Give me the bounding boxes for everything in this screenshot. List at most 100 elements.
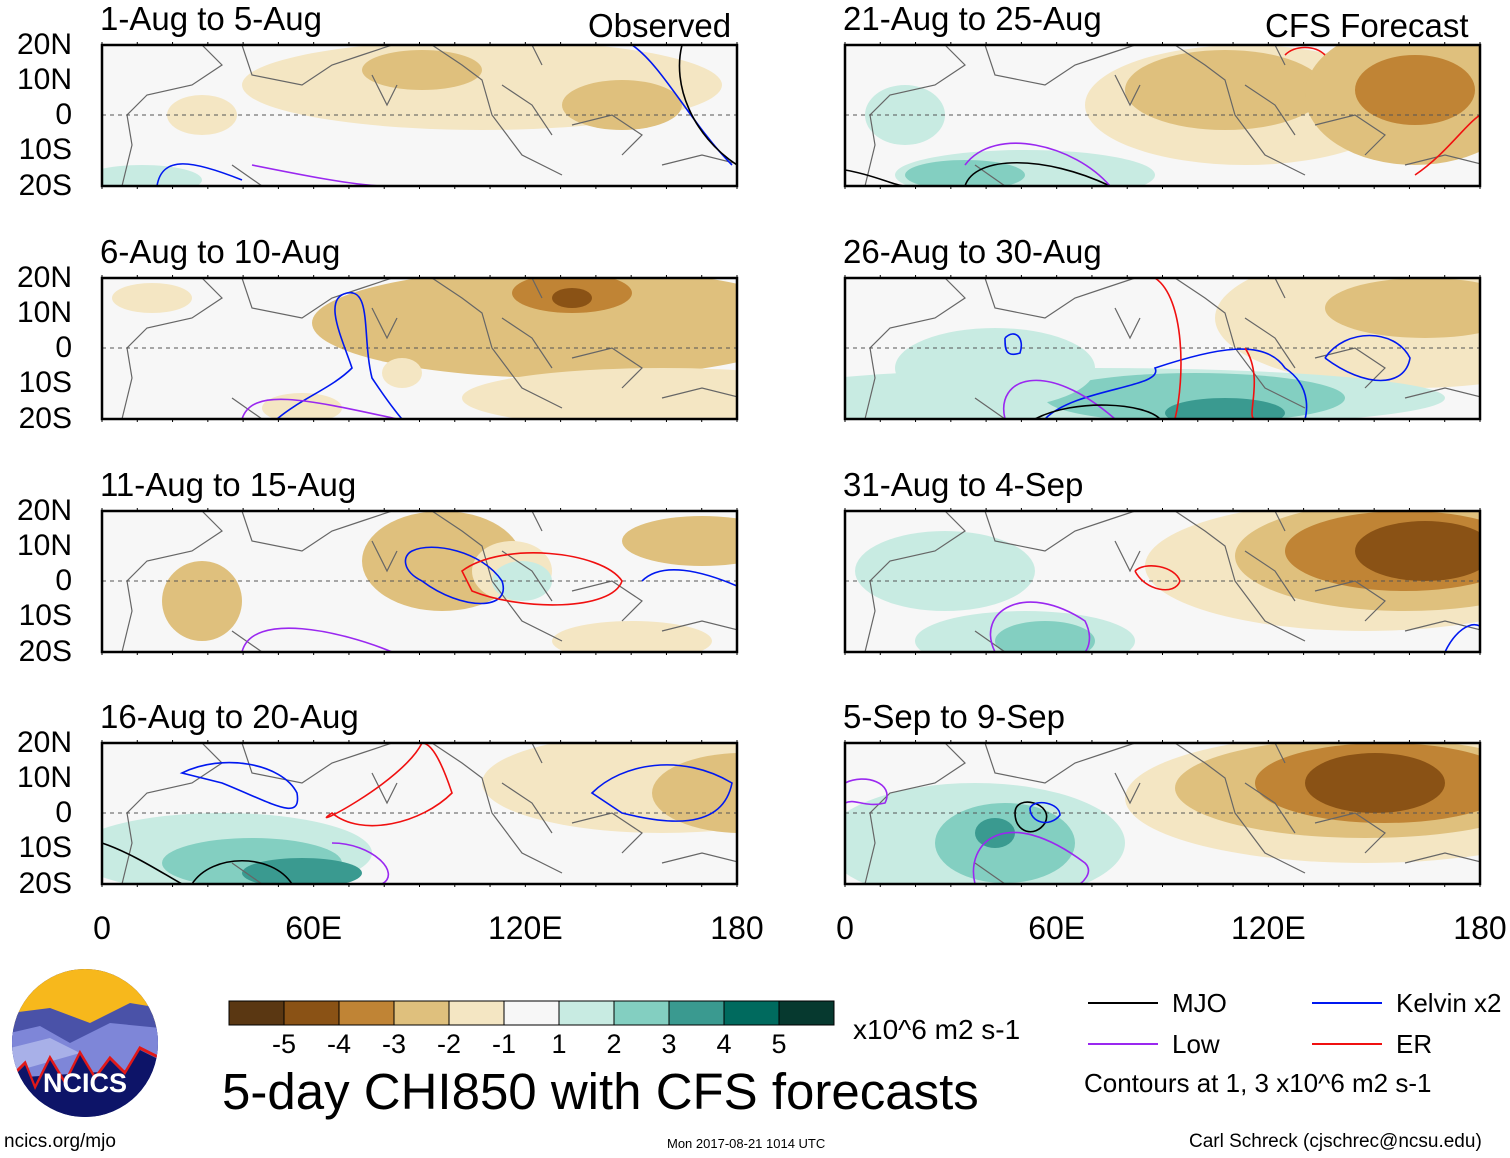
colorbar-tick-label: -1 [491, 1029, 517, 1059]
forecast-label: CFS Forecast [1265, 7, 1469, 44]
coastline [864, 743, 1480, 884]
panel-title: 31-Aug to 4-Sep [843, 466, 1084, 503]
chi850-anomaly-region [855, 531, 1035, 611]
wave-contour [191, 859, 293, 884]
map-panel-4 [100, 740, 739, 887]
colorbar-units: x10^6 m2 s-1 [853, 1014, 1021, 1045]
coastline [864, 278, 1480, 419]
footer-credit: Carl Schreck (cjschrec@ncsu.edu) [1189, 1131, 1482, 1152]
figure-title: 5-day CHI850 with CFS forecasts [222, 1063, 979, 1120]
chi850-anomaly-region [1125, 50, 1325, 130]
colorbar-tick-label: -3 [381, 1029, 407, 1059]
chi850-anomaly-region [382, 358, 422, 388]
wave-contour [1004, 333, 1023, 356]
legend-line-low [1088, 1043, 1158, 1045]
colorbar-swatch [283, 1000, 340, 1026]
y-tick-label: 20N [16, 28, 72, 61]
wave-contour [989, 601, 1091, 652]
colorbar-swatch [503, 1000, 560, 1026]
x-tick-label: 0 [836, 910, 854, 946]
coastline [864, 511, 1480, 652]
footer-timestamp: Mon 2017-08-21 1014 UTC [667, 1136, 826, 1151]
y-tick-label: 10S [18, 366, 72, 399]
wave-contour [1414, 114, 1480, 176]
wave-contour [241, 627, 393, 652]
observed-label: Observed [588, 7, 732, 44]
y-tick-label: 10N [16, 63, 72, 96]
colorbar-swatch [613, 1000, 670, 1026]
map-panel-2 [100, 275, 739, 422]
legend-line-er [1312, 1043, 1382, 1045]
chi850-anomaly-region [975, 818, 1015, 848]
x-tick-label: 120E [1230, 910, 1306, 946]
colorbar-tick-label: 5 [771, 1029, 787, 1059]
x-tick-label: 60E [285, 910, 343, 946]
y-tick-label: 10N [16, 761, 72, 794]
map-panel-5 [843, 42, 1482, 189]
chi850-anomaly-region [1325, 278, 1480, 338]
colorbar-tick-label: 2 [606, 1029, 622, 1059]
wave-contour [1324, 334, 1411, 382]
map-panel-8 [843, 740, 1482, 887]
legend-label: MJO [1172, 988, 1227, 1018]
chi850-anomaly-region [1355, 55, 1475, 125]
chi850-anomaly-region [102, 165, 202, 186]
chi850-anomaly-region [462, 368, 737, 419]
chi850-anomaly-region [995, 621, 1095, 652]
chi850-anomaly-region [262, 393, 342, 419]
chi850-anomaly-region [112, 283, 192, 313]
colorbar-swatch [228, 1000, 285, 1026]
x-tick-label: 180 [1453, 910, 1507, 946]
wave-contour [276, 292, 403, 419]
wave-contour [845, 778, 888, 806]
x-tick-label: 0 [93, 910, 111, 946]
chi850-anomaly-region [312, 278, 737, 378]
logo-text: NCICS [43, 1068, 127, 1098]
colorbar-tick-label: 1 [551, 1029, 567, 1059]
y-tick-label: 10S [18, 133, 72, 166]
chi850-anomaly-region [362, 50, 482, 90]
coastline [864, 45, 1480, 186]
legend-label: ER [1396, 1029, 1433, 1059]
colorbar-swatch [448, 1000, 505, 1026]
panel-title: 26-Aug to 30-Aug [843, 233, 1102, 270]
panel-title: 1-Aug to 5-Aug [100, 0, 322, 37]
y-tick-label: 20S [18, 169, 72, 202]
chi850-anomaly-region [895, 328, 1095, 408]
y-tick-label: 20N [16, 261, 72, 294]
wave-contour [156, 163, 243, 186]
map-panel-3 [100, 508, 739, 655]
chi850-anomaly-region [562, 80, 682, 130]
wave-contour [102, 842, 183, 884]
y-tick-label: 0 [55, 796, 72, 829]
wave-contour [325, 743, 453, 827]
y-tick-label: 20S [18, 402, 72, 435]
y-tick-label: 0 [55, 564, 72, 597]
y-tick-label: 20N [16, 494, 72, 527]
wave-contour [641, 569, 737, 587]
wave-contour [331, 842, 389, 884]
y-tick-label: 0 [55, 98, 72, 131]
wave-contour [1444, 624, 1480, 652]
colorbar-tick-label: -2 [436, 1029, 462, 1059]
wave-contour [1034, 404, 1161, 419]
ncics-logo: NCICS [12, 969, 158, 1117]
panel-title: 16-Aug to 20-Aug [100, 698, 359, 735]
panel-title: 5-Sep to 9-Sep [843, 698, 1065, 735]
colorbar-tick-label: 3 [661, 1029, 677, 1059]
contour-note: Contours at 1, 3 x10^6 m2 s-1 [1084, 1068, 1432, 1098]
y-tick-label: 10S [18, 831, 72, 864]
colorbar-swatch [723, 1000, 780, 1026]
wave-contour [964, 142, 1111, 186]
chi850-anomaly-region [552, 288, 592, 308]
coastline [121, 743, 737, 884]
y-tick-label: 20S [18, 635, 72, 668]
chi850-anomaly-region [1165, 398, 1285, 419]
wave-contour [590, 764, 733, 822]
x-tick-label: 60E [1028, 910, 1086, 946]
wave-contour [404, 546, 505, 605]
footer-url[interactable]: ncics.org/mjo [4, 1131, 116, 1152]
chi850-anomaly-region [162, 561, 242, 641]
coastline [121, 278, 737, 419]
wave-contour [460, 552, 623, 606]
